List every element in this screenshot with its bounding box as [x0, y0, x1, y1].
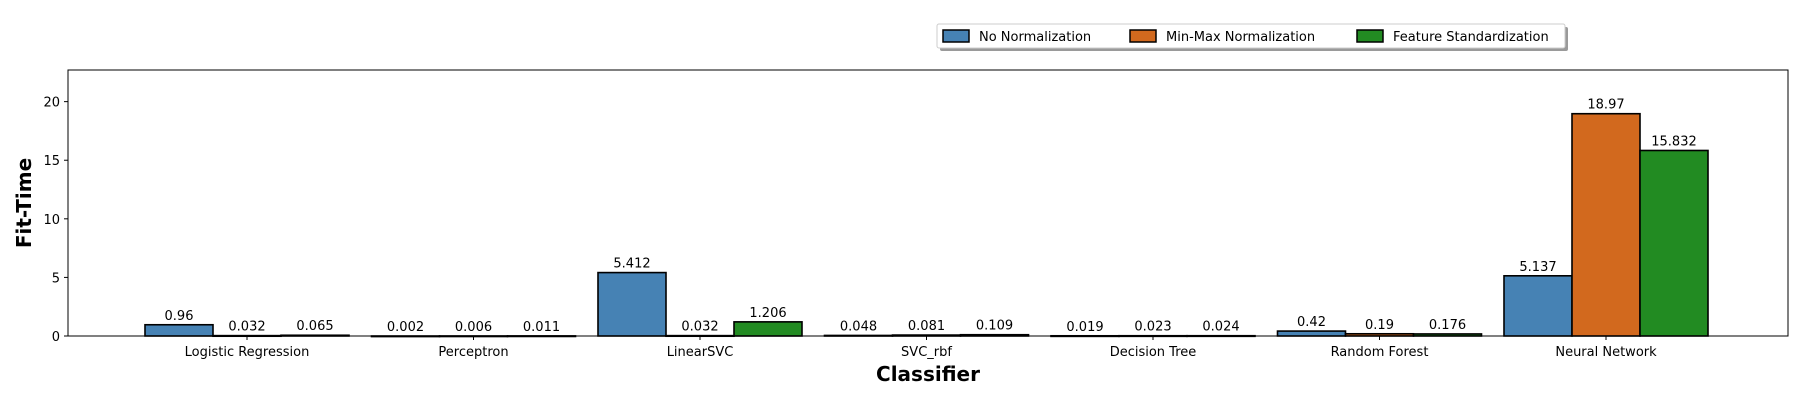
x-tick-label: Decision Tree: [1110, 345, 1197, 360]
bar-no-normalization: [144, 323, 214, 337]
legend: No Normalization Min-Max Normalization Fea…: [936, 23, 1568, 51]
x-tick-label: Logistic Regression: [185, 345, 310, 360]
y-tick-label: 15: [43, 154, 60, 169]
bar-min-max-normalization: [1571, 112, 1641, 337]
y-tick-label: 0: [52, 330, 60, 345]
data-label: 15.832: [1651, 134, 1697, 149]
data-labels-layer: 0.96 0.002 5.412 0.048 0.019 0.42 5.137 0.032 0.…: [165, 98, 1697, 335]
legend-swatch: [942, 29, 970, 43]
data-label: 0.065: [296, 319, 333, 334]
y-tick-label: 20: [43, 96, 60, 111]
legend-entry: Min-Max Normalization: [1129, 29, 1315, 45]
legend-label: No Normalization: [979, 30, 1091, 45]
plot-frame: [67, 69, 1789, 337]
data-label: 0.176: [1429, 318, 1466, 333]
bars-layer: [144, 112, 1709, 338]
data-label: 0.032: [681, 320, 718, 335]
data-label: 0.024: [1202, 320, 1239, 335]
data-label: 0.032: [228, 320, 265, 335]
bar-no-normalization: [1503, 275, 1573, 337]
data-label: 0.002: [387, 320, 424, 335]
data-label: 0.023: [1134, 320, 1171, 335]
y-tick-label: 5: [52, 271, 60, 286]
data-label: 0.19: [1365, 318, 1394, 333]
legend-label: Min-Max Normalization: [1166, 30, 1315, 45]
data-label: 1.206: [749, 306, 786, 321]
y-tick-label: 10: [43, 213, 60, 228]
legend-swatch: [1356, 29, 1384, 43]
bar-feature-standardization: [733, 321, 803, 337]
x-tick-label: SVC_rbf: [901, 345, 952, 360]
x-tick-label: Perceptron: [438, 345, 508, 360]
data-label: 5.137: [1519, 260, 1556, 275]
y-axis: 0 5 10 15 20: [43, 96, 68, 345]
data-label: 0.019: [1066, 320, 1103, 335]
data-label: 0.006: [455, 320, 492, 335]
bar-no-normalization: [1276, 330, 1347, 337]
x-axis: Logistic Regression Perceptron LinearSVC SV…: [185, 336, 1657, 360]
data-label: 0.048: [840, 319, 877, 334]
y-axis-title: Fit-Time: [12, 158, 36, 248]
data-label: 18.97: [1587, 98, 1624, 113]
bar-feature-standardization: [1639, 149, 1709, 337]
data-label: 5.412: [613, 257, 650, 272]
x-tick-label: LinearSVC: [667, 345, 734, 360]
x-tick-label: Random Forest: [1331, 345, 1429, 360]
data-label: 0.96: [165, 309, 194, 324]
data-label: 0.42: [1297, 315, 1326, 330]
legend-items: No Normalization Min-Max Normalization Fea…: [942, 29, 1549, 45]
data-label: 0.109: [976, 319, 1013, 334]
x-tick-label: Neural Network: [1555, 345, 1657, 360]
legend-box: [936, 23, 1566, 49]
legend-label: Feature Standardization: [1393, 30, 1549, 45]
legend-entry: Feature Standardization: [1356, 29, 1549, 45]
bar-no-normalization: [597, 271, 667, 337]
legend-entry: No Normalization: [942, 29, 1091, 45]
x-axis-title: Classifier: [876, 362, 980, 386]
data-label: 0.011: [523, 320, 560, 335]
data-label: 0.081: [908, 319, 945, 334]
legend-swatch: [1129, 29, 1157, 43]
